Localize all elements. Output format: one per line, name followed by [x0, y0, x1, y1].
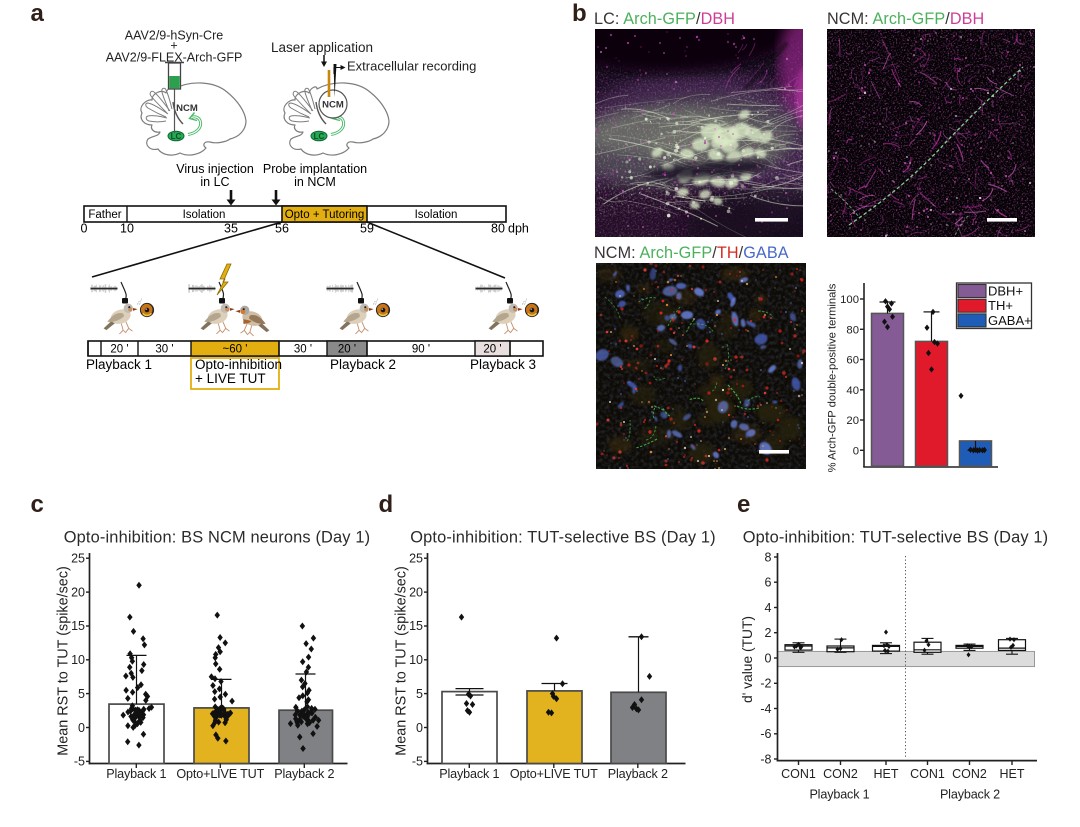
- svg-text:10: 10: [120, 222, 134, 236]
- svg-text:60: 60: [846, 355, 859, 367]
- svg-text:♫: ♫: [372, 299, 378, 307]
- svg-text:5: 5: [78, 687, 85, 701]
- svg-text:♪: ♪: [140, 297, 143, 303]
- svg-text:0: 0: [765, 651, 772, 665]
- svg-text:Playback 1: Playback 1: [106, 767, 166, 781]
- svg-text:56: 56: [275, 222, 289, 236]
- svg-text:LC: LC: [171, 132, 182, 141]
- svg-text:CON1: CON1: [781, 767, 816, 781]
- svg-text:59: 59: [360, 222, 374, 236]
- svg-text:DBH+: DBH+: [988, 284, 1023, 299]
- svg-text:90 ': 90 ': [412, 344, 430, 356]
- svg-text:15: 15: [409, 619, 423, 633]
- svg-text:d' value (TUT): d' value (TUT): [740, 616, 755, 703]
- svg-text:10: 10: [71, 653, 85, 667]
- svg-text:Playback 1: Playback 1: [809, 788, 869, 802]
- svg-text:LC: LC: [314, 132, 325, 141]
- svg-text:NCM: NCM: [322, 100, 344, 111]
- svg-text:6: 6: [765, 576, 772, 590]
- svg-text:in LC: in LC: [200, 175, 229, 189]
- svg-text:Opto-inhibition: TUT-selective: Opto-inhibition: TUT-selective BS (Day 1…: [410, 529, 716, 547]
- svg-text:20: 20: [409, 585, 423, 599]
- svg-text:+: +: [170, 39, 177, 53]
- svg-text:80: 80: [491, 222, 505, 236]
- svg-text:NCM: NCM: [176, 103, 198, 114]
- svg-text:TH+: TH+: [988, 298, 1013, 313]
- svg-text:Isolation: Isolation: [183, 209, 226, 221]
- svg-text:HET: HET: [1000, 767, 1025, 781]
- svg-text:25: 25: [71, 552, 85, 566]
- svg-text:0: 0: [78, 721, 85, 735]
- svg-text:Probe implantation: Probe implantation: [263, 162, 367, 176]
- svg-text:2: 2: [765, 626, 772, 640]
- svg-text:0: 0: [853, 445, 859, 457]
- svg-text:-6: -6: [760, 727, 771, 741]
- svg-text:20 ': 20 ': [110, 344, 128, 356]
- svg-text:8: 8: [765, 550, 772, 564]
- svg-text:Opto-inhibition: BS NCM neuron: Opto-inhibition: BS NCM neurons (Day 1): [64, 529, 370, 547]
- svg-text:4: 4: [765, 601, 772, 615]
- svg-text:Opto-inhibition: Opto-inhibition: [195, 357, 282, 372]
- svg-text:Mean RST to TUT (spike/sec): Mean RST to TUT (spike/sec): [56, 566, 72, 756]
- svg-text:AAV2/9-hSyn-Cre: AAV2/9-hSyn-Cre: [125, 29, 223, 43]
- svg-text:Opto+LIVE TUT: Opto+LIVE TUT: [510, 767, 598, 781]
- svg-text:dph: dph: [508, 222, 529, 236]
- svg-text:Virus injection: Virus injection: [176, 162, 254, 176]
- svg-text:-8: -8: [760, 752, 771, 766]
- svg-text:5: 5: [416, 687, 423, 701]
- svg-text:0: 0: [416, 721, 423, 735]
- svg-text:20 ': 20 ': [338, 344, 356, 356]
- svg-text:Playback 1: Playback 1: [86, 357, 152, 372]
- svg-text:Isolation: Isolation: [415, 209, 458, 221]
- svg-text:20 ': 20 ': [483, 344, 501, 356]
- svg-text:15: 15: [71, 619, 85, 633]
- svg-text:AAV2/9-FLEX-Arch-GFP: AAV2/9-FLEX-Arch-GFP: [106, 51, 243, 65]
- svg-text:80: 80: [846, 324, 859, 336]
- svg-text:Opto+LIVE TUT: Opto+LIVE TUT: [176, 767, 264, 781]
- svg-text:Mean RST to TUT (spike/sec): Mean RST to TUT (spike/sec): [394, 566, 410, 756]
- svg-text:25: 25: [409, 552, 423, 566]
- svg-text:Father: Father: [88, 209, 121, 221]
- svg-text:-2: -2: [760, 677, 771, 691]
- svg-text:CON2: CON2: [952, 767, 987, 781]
- svg-text:Playback 2: Playback 2: [608, 767, 668, 781]
- svg-text:Extracellular recording: Extracellular recording: [347, 59, 476, 74]
- svg-text:30 ': 30 ': [294, 344, 312, 356]
- svg-text:Playback 2: Playback 2: [940, 788, 1000, 802]
- svg-text:100: 100: [840, 294, 859, 306]
- svg-text:30 ': 30 ': [155, 344, 173, 356]
- svg-text:0: 0: [81, 222, 88, 236]
- svg-text:Opto + Tutoring: Opto + Tutoring: [285, 209, 365, 221]
- svg-text:10: 10: [409, 653, 423, 667]
- svg-text:in NCM: in NCM: [294, 175, 336, 189]
- svg-text:20: 20: [846, 415, 859, 427]
- svg-text:Opto-inhibition: TUT-selective: Opto-inhibition: TUT-selective BS (Day 1…: [743, 529, 1049, 547]
- svg-text:-5: -5: [412, 755, 423, 769]
- svg-text:♪: ♪: [376, 297, 379, 303]
- svg-text:Playback 3: Playback 3: [470, 357, 536, 372]
- svg-text:35: 35: [224, 222, 238, 236]
- svg-text:CON2: CON2: [823, 767, 858, 781]
- svg-text:40: 40: [846, 385, 859, 397]
- svg-text:-4: -4: [760, 702, 771, 716]
- svg-text:Playback 2: Playback 2: [330, 357, 396, 372]
- svg-text:CON1: CON1: [910, 767, 945, 781]
- svg-text:-5: -5: [74, 755, 85, 769]
- svg-text:♪: ♪: [525, 297, 528, 303]
- svg-text:♫: ♫: [521, 299, 527, 307]
- svg-text:+ LIVE TUT: + LIVE TUT: [195, 371, 266, 386]
- svg-text:~60 ': ~60 ': [223, 344, 248, 356]
- svg-text:Laser application: Laser application: [271, 40, 373, 55]
- svg-text:20: 20: [71, 585, 85, 599]
- svg-text:Playback 1: Playback 1: [439, 767, 499, 781]
- svg-text:GABA+: GABA+: [988, 313, 1032, 328]
- svg-text:♫: ♫: [136, 299, 142, 307]
- svg-text:HET: HET: [874, 767, 899, 781]
- svg-text:Playback 2: Playback 2: [274, 767, 334, 781]
- svg-text:% Arch-GFP double-positive ter: % Arch-GFP double-positive terminals: [827, 283, 839, 472]
